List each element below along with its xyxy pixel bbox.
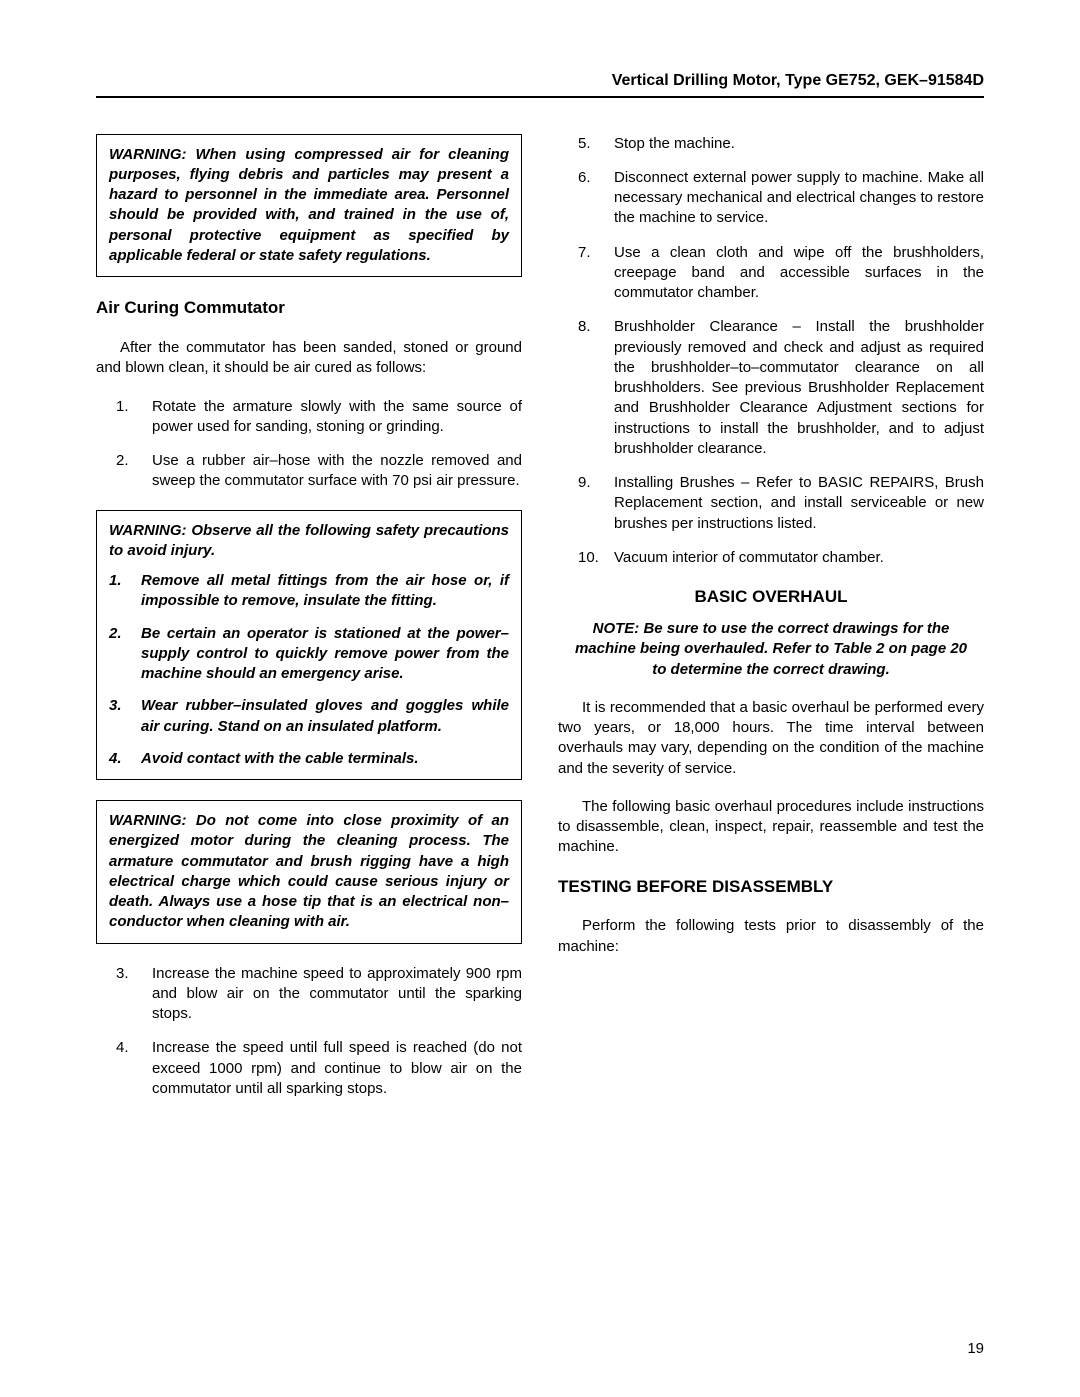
air-curing-intro: After the commutator has been sanded, st… bbox=[96, 338, 522, 379]
list-item: 1.Rotate the armature slowly with the sa… bbox=[96, 397, 522, 438]
warning-box-2: WARNING: Observe all the following safet… bbox=[96, 510, 522, 781]
list-item: 8.Brushholder Clearance – Install the br… bbox=[558, 317, 984, 459]
step-text: Disconnect external power supply to mach… bbox=[614, 168, 984, 229]
step-num: 8. bbox=[578, 317, 614, 459]
list-item: 6.Disconnect external power supply to ma… bbox=[558, 168, 984, 229]
step-num: 10. bbox=[578, 548, 614, 568]
list-item: 5.Stop the machine. bbox=[558, 134, 984, 154]
step-num: 3. bbox=[109, 696, 141, 737]
step-text: Installing Brushes – Refer to BASIC REPA… bbox=[614, 473, 984, 534]
step-num: 2. bbox=[109, 624, 141, 685]
list-item: 3.Increase the machine speed to approxim… bbox=[96, 964, 522, 1025]
step-num: 9. bbox=[578, 473, 614, 534]
list-item: 2.Use a rubber air–hose with the nozzle … bbox=[96, 451, 522, 492]
page-number: 19 bbox=[967, 1339, 984, 1359]
overhaul-p1: It is recommended that a basic overhaul … bbox=[558, 698, 984, 779]
step-num: 5. bbox=[578, 134, 614, 154]
list-item: 1.Remove all metal fittings from the air… bbox=[109, 571, 509, 612]
list-item: 3.Wear rubber–insulated gloves and goggl… bbox=[109, 696, 509, 737]
heading-testing: TESTING BEFORE DISASSEMBLY bbox=[558, 876, 984, 899]
warning-box-1: WARNING: When using compressed air for c… bbox=[96, 134, 522, 278]
warning-text: WARNING: Do not come into close proximit… bbox=[109, 811, 509, 933]
step-num: 7. bbox=[578, 243, 614, 304]
step-num: 1. bbox=[116, 397, 152, 438]
heading-air-curing: Air Curing Commutator bbox=[96, 297, 522, 320]
warning-box-3: WARNING: Do not come into close proximit… bbox=[96, 800, 522, 944]
list-item: 2.Be certain an operator is stationed at… bbox=[109, 624, 509, 685]
content-columns: WARNING: When using compressed air for c… bbox=[96, 134, 984, 1114]
overhaul-p2: The following basic overhaul procedures … bbox=[558, 797, 984, 858]
step-text: Rotate the armature slowly with the same… bbox=[152, 397, 522, 438]
step-num: 1. bbox=[109, 571, 141, 612]
warning-intro: WARNING: Observe all the following safet… bbox=[109, 521, 509, 562]
list-item: 9.Installing Brushes – Refer to BASIC RE… bbox=[558, 473, 984, 534]
step-text: Avoid contact with the cable terminals. bbox=[141, 749, 509, 769]
step-num: 2. bbox=[116, 451, 152, 492]
list-item: 4.Increase the speed until full speed is… bbox=[96, 1038, 522, 1099]
step-text: Use a clean cloth and wipe off the brush… bbox=[614, 243, 984, 304]
step-num: 4. bbox=[116, 1038, 152, 1099]
list-item: 10.Vacuum interior of commutator chamber… bbox=[558, 548, 984, 568]
warning-text: WARNING: When using compressed air for c… bbox=[109, 145, 509, 267]
step-text: Remove all metal fittings from the air h… bbox=[141, 571, 509, 612]
step-text: Use a rubber air–hose with the nozzle re… bbox=[152, 451, 522, 492]
list-item: 4.Avoid contact with the cable terminals… bbox=[109, 749, 509, 769]
step-num: 4. bbox=[109, 749, 141, 769]
step-num: 6. bbox=[578, 168, 614, 229]
step-text: Vacuum interior of commutator chamber. bbox=[614, 548, 984, 568]
step-text: Wear rubber–insulated gloves and goggles… bbox=[141, 696, 509, 737]
warning-list: 1.Remove all metal fittings from the air… bbox=[109, 571, 509, 769]
page-header: Vertical Drilling Motor, Type GE752, GEK… bbox=[96, 70, 984, 98]
step-text: Stop the machine. bbox=[614, 134, 984, 154]
page: Vertical Drilling Motor, Type GE752, GEK… bbox=[0, 0, 1080, 1397]
air-steps-part1: 1.Rotate the armature slowly with the sa… bbox=[96, 397, 522, 492]
step-num: 3. bbox=[116, 964, 152, 1025]
testing-p1: Perform the following tests prior to dis… bbox=[558, 916, 984, 957]
step-text: Brushholder Clearance – Install the brus… bbox=[614, 317, 984, 459]
step-text: Be certain an operator is stationed at t… bbox=[141, 624, 509, 685]
step-text: Increase the machine speed to approximat… bbox=[152, 964, 522, 1025]
step-text: Increase the speed until full speed is r… bbox=[152, 1038, 522, 1099]
list-item: 7.Use a clean cloth and wipe off the bru… bbox=[558, 243, 984, 304]
overhaul-note: NOTE: Be sure to use the correct drawing… bbox=[570, 619, 972, 680]
heading-basic-overhaul: BASIC OVERHAUL bbox=[558, 586, 984, 609]
